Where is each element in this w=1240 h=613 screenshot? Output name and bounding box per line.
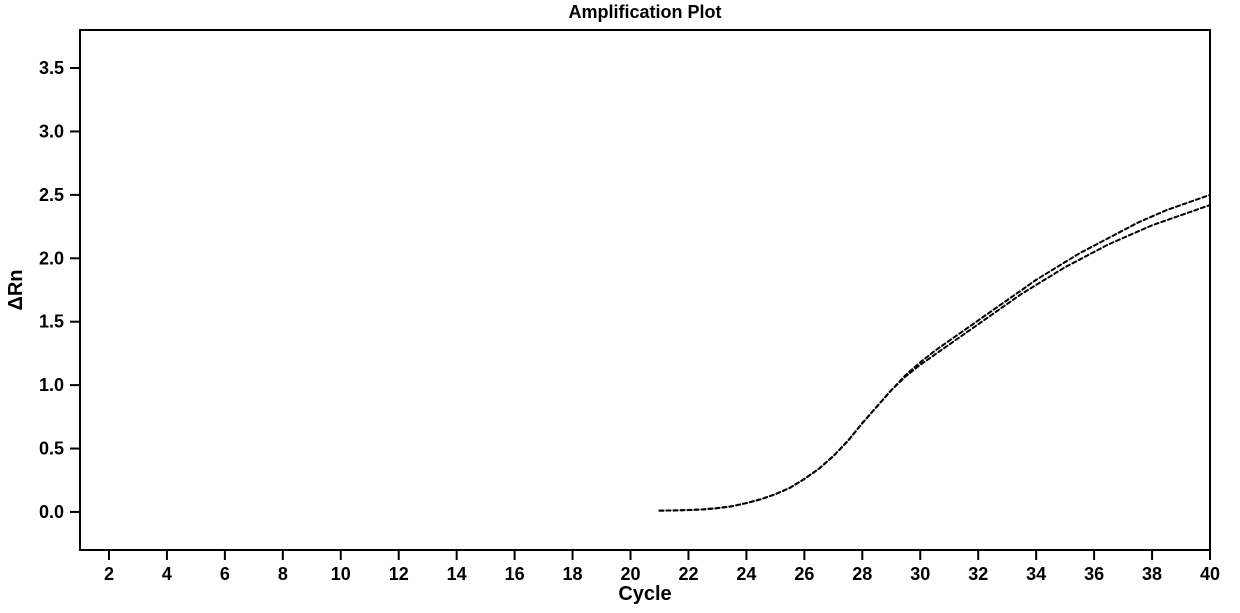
x-tick-label: 22 — [678, 564, 698, 584]
x-tick-label: 4 — [162, 564, 172, 584]
y-tick-label: 1.0 — [39, 375, 64, 395]
x-tick-label: 38 — [1142, 564, 1162, 584]
x-tick-label: 24 — [736, 564, 756, 584]
x-tick-label: 20 — [620, 564, 640, 584]
x-tick-label: 30 — [910, 564, 930, 584]
y-tick-label: 2.5 — [39, 185, 64, 205]
x-tick-label: 12 — [389, 564, 409, 584]
x-tick-label: 32 — [968, 564, 988, 584]
x-tick-label: 14 — [447, 564, 467, 584]
x-tick-label: 16 — [505, 564, 525, 584]
amplification-plot-svg: Amplification Plot2468101214161820222426… — [0, 0, 1240, 613]
x-tick-label: 36 — [1084, 564, 1104, 584]
x-tick-label: 28 — [852, 564, 872, 584]
x-tick-label: 10 — [331, 564, 351, 584]
y-tick-label: 3.0 — [39, 121, 64, 141]
x-tick-label: 40 — [1200, 564, 1220, 584]
chart-title: Amplification Plot — [569, 2, 722, 22]
y-tick-label: 2.0 — [39, 248, 64, 268]
y-tick-label: 1.5 — [39, 312, 64, 332]
x-tick-label: 18 — [563, 564, 583, 584]
x-axis-label: Cycle — [618, 583, 671, 605]
x-tick-label: 26 — [794, 564, 814, 584]
y-tick-label: 0.5 — [39, 439, 64, 459]
amplification-plot-container: Amplification Plot2468101214161820222426… — [0, 0, 1240, 613]
y-tick-label: 0.0 — [39, 502, 64, 522]
x-tick-label: 2 — [104, 564, 114, 584]
y-tick-label: 3.5 — [39, 58, 64, 78]
x-tick-label: 34 — [1026, 564, 1046, 584]
x-tick-label: 8 — [278, 564, 288, 584]
x-tick-label: 6 — [220, 564, 230, 584]
y-axis-label: ΔRn — [5, 269, 27, 310]
